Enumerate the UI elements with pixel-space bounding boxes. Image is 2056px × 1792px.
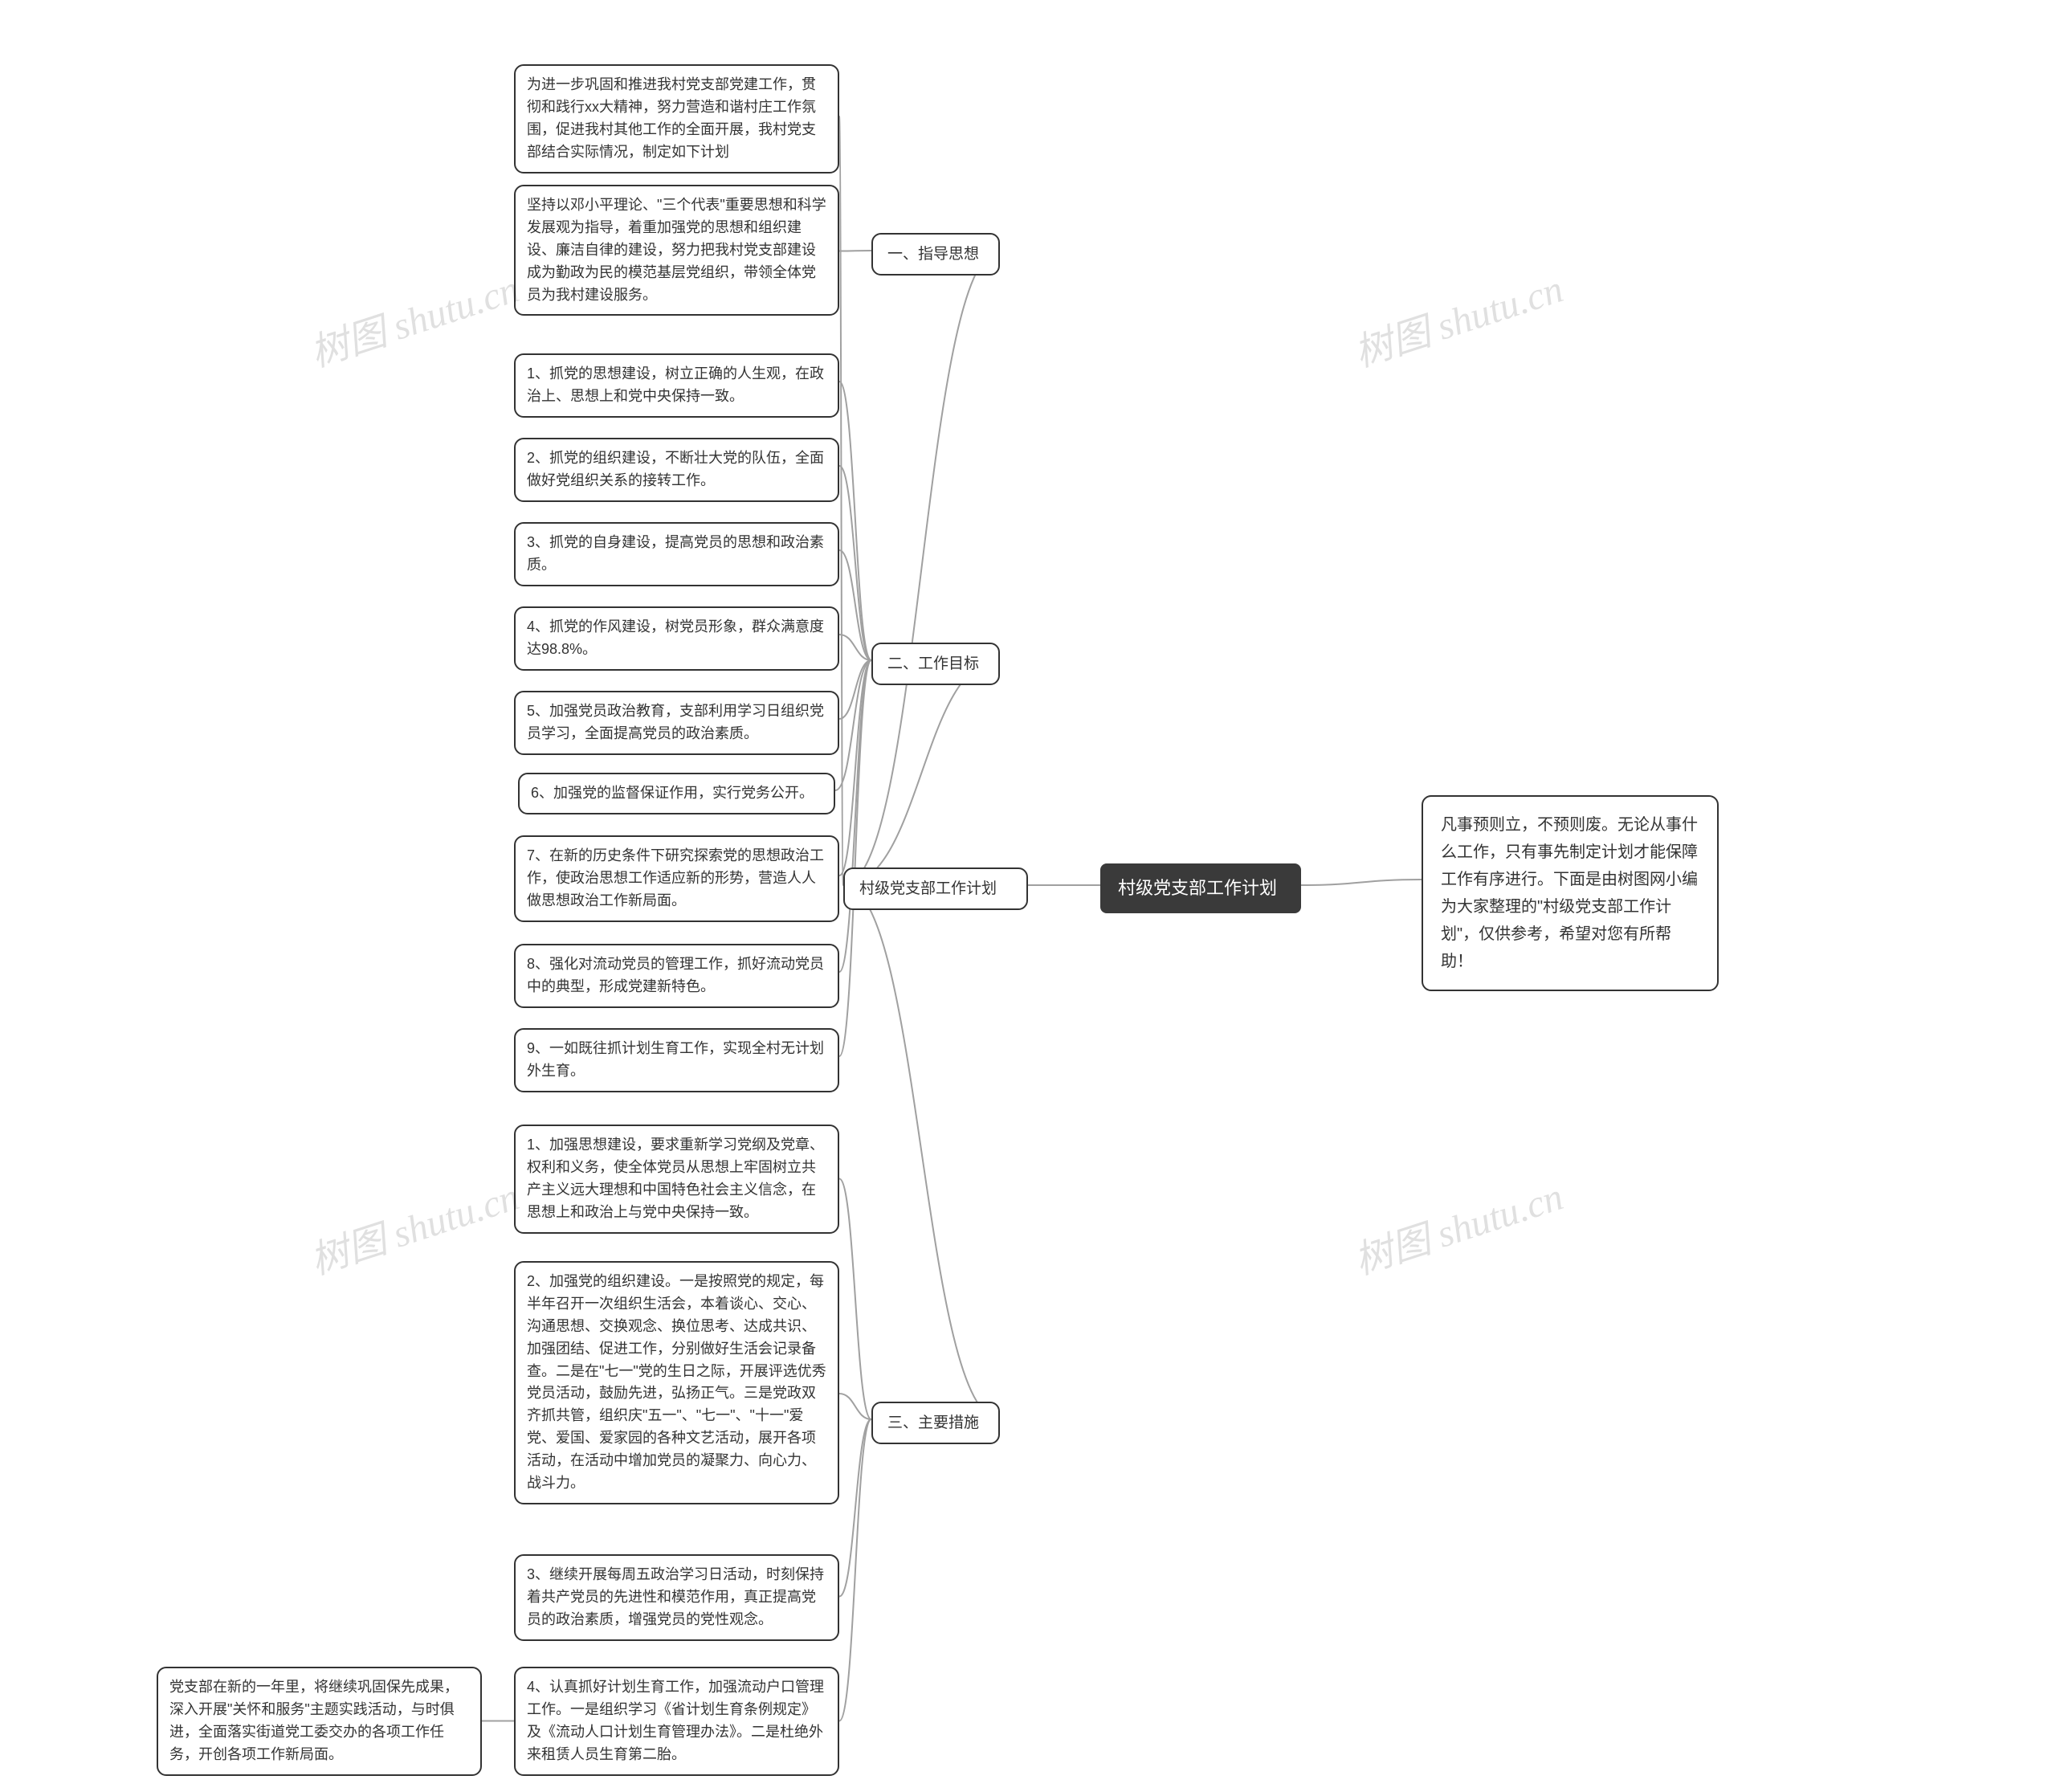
leaf-node: 7、在新的历史条件下研究探索党的思想政治工作，使政治思想工作适应新的形势，营造人…	[514, 835, 839, 922]
watermark: 树图 shutu.cn	[302, 257, 525, 378]
watermark: 树图 shutu.cn	[1346, 1165, 1569, 1285]
extra-leaf-node: 党支部在新的一年里，将继续巩固保先成果，深入开展"关怀和服务"主题实践活动，与时…	[157, 1667, 482, 1776]
leaf-node: 3、继续开展每周五政治学习日活动，时刻保持着共产党员的先进性和模范作用，真正提高…	[514, 1554, 839, 1641]
leaf-node: 3、抓党的自身建设，提高党员的思想和政治素质。	[514, 522, 839, 586]
leaf-node: 坚持以邓小平理论、"三个代表"重要思想和科学发展观为指导，着重加强党的思想和组织…	[514, 185, 839, 316]
leaf-node: 4、认真抓好计划生育工作，加强流动户口管理工作。一是组织学习《省计划生育条例规定…	[514, 1667, 839, 1776]
leaf-node: 5、加强党员政治教育，支部利用学习日组织党员学习，全面提高党员的政治素质。	[514, 691, 839, 755]
watermark: 树图 shutu.cn	[302, 1165, 525, 1285]
leaf-node: 2、抓党的组织建设，不断壮大党的队伍，全面做好党组织关系的接转工作。	[514, 438, 839, 502]
leaf-node: 为进一步巩固和推进我村党支部党建工作，贯彻和践行xx大精神，努力营造和谐村庄工作…	[514, 64, 839, 173]
root-node[interactable]: 村级党支部工作计划	[1100, 863, 1301, 913]
branch-node[interactable]: 三、主要措施	[871, 1402, 1000, 1444]
leaf-node: 1、抓党的思想建设，树立正确的人生观，在政治上、思想上和党中央保持一致。	[514, 353, 839, 418]
leaf-node: 1、加强思想建设，要求重新学习党纲及党章、权利和义务，使全体党员从思想上牢固树立…	[514, 1125, 839, 1234]
leaf-node: 9、一如既往抓计划生育工作，实现全村无计划外生育。	[514, 1028, 839, 1092]
watermark: 树图 shutu.cn	[1346, 257, 1569, 378]
branch-node[interactable]: 一、指导思想	[871, 233, 1000, 276]
leaf-node: 6、加强党的监督保证作用，实行党务公开。	[518, 773, 835, 814]
connector-layer	[0, 0, 2056, 1792]
leaf-node: 4、抓党的作风建设，树党员形象，群众满意度达98.8%。	[514, 606, 839, 671]
leaf-node: 2、加强党的组织建设。一是按照党的规定，每半年召开一次组织生活会，本着谈心、交心…	[514, 1261, 839, 1504]
branch-node[interactable]: 二、工作目标	[871, 643, 1000, 685]
leaf-node: 8、强化对流动党员的管理工作，抓好流动党员中的典型，形成党建新特色。	[514, 944, 839, 1008]
description-node: 凡事预则立，不预则废。无论从事什么工作，只有事先制定计划才能保障工作有序进行。下…	[1422, 795, 1719, 991]
plan-title-node[interactable]: 村级党支部工作计划	[843, 867, 1028, 910]
